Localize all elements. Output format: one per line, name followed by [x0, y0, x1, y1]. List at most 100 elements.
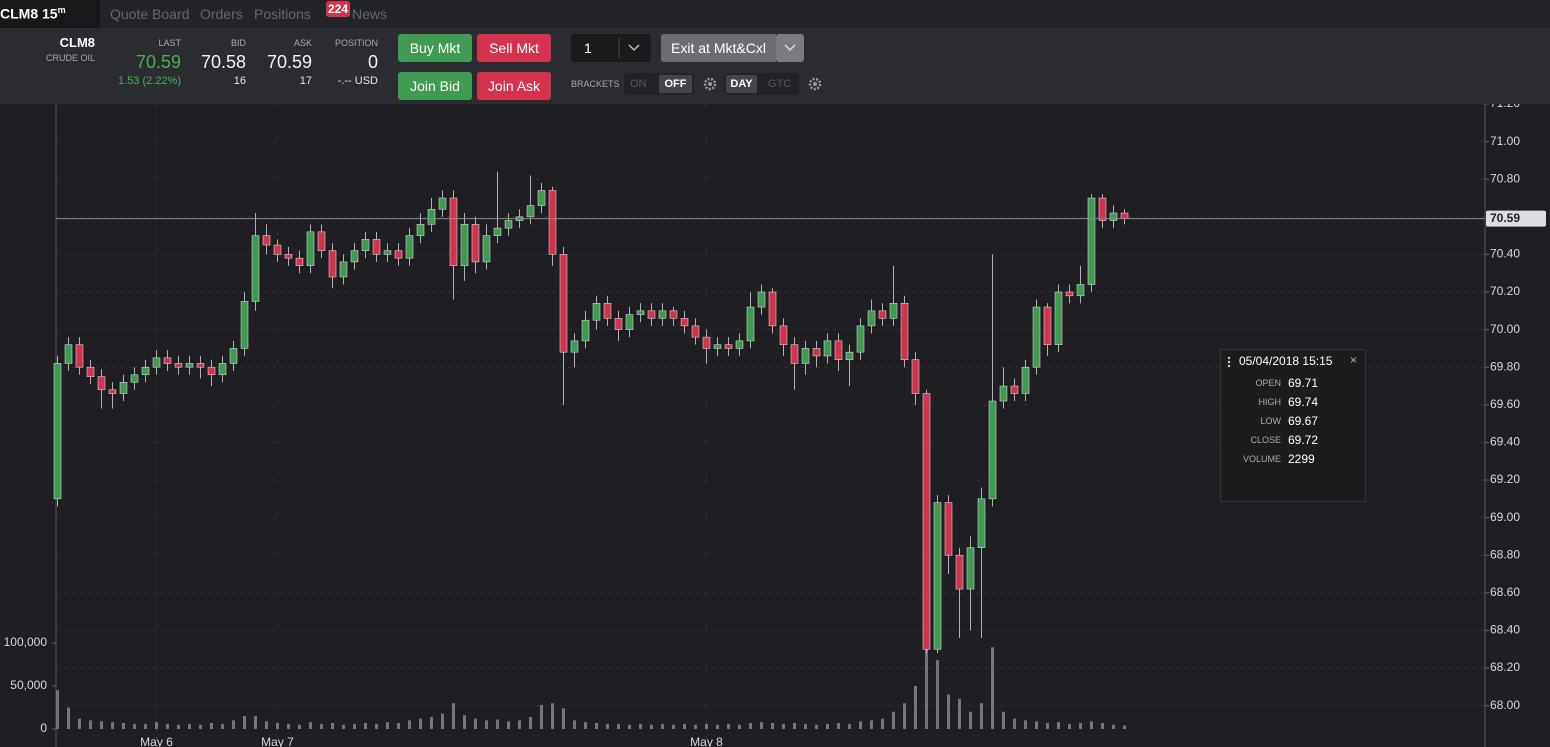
volume-bar	[133, 723, 136, 729]
chart-symbol: CLM8 15m	[0, 5, 66, 22]
candle-body	[922, 393, 931, 650]
candle-body	[823, 340, 832, 357]
candle-body	[625, 314, 634, 330]
join-bid-button[interactable]: Join Bid	[398, 72, 472, 100]
candle-body	[438, 197, 447, 210]
exit-dropdown[interactable]	[776, 34, 804, 62]
tab[interactable]: Orders	[200, 6, 243, 22]
candle-body	[570, 340, 579, 353]
toggle-off[interactable]: OFF	[659, 75, 692, 93]
field-sub: -.-- USD	[337, 75, 378, 87]
candle-body	[295, 257, 304, 266]
tooltip-menu[interactable]	[1227, 356, 1231, 368]
volume-bar	[232, 720, 235, 729]
candle-body	[955, 554, 964, 590]
volume-bar	[870, 720, 873, 729]
volume-bar	[1101, 722, 1104, 729]
candle-body	[449, 197, 458, 266]
volume-bar	[166, 723, 169, 729]
candle-body	[592, 302, 601, 321]
brackets-settings[interactable]	[703, 77, 717, 91]
volume-bar	[67, 707, 70, 729]
field-label: POSITION	[334, 38, 378, 48]
quantity-input[interactable]	[571, 34, 651, 62]
volume-bar	[353, 723, 356, 729]
y-tick-label: 69.40	[1490, 435, 1520, 449]
volume-bar	[144, 723, 147, 729]
toggle-on[interactable]: ON	[630, 78, 647, 90]
volume-bar	[386, 722, 389, 729]
y-tick-label: 69.80	[1490, 359, 1520, 373]
volume-bar	[243, 716, 246, 729]
volume-bar	[738, 724, 741, 729]
tooltip-value: 69.67	[1288, 414, 1319, 428]
volume-bar	[639, 723, 642, 729]
x-tick-label: May 8	[690, 735, 723, 747]
volume-bar	[199, 724, 202, 729]
volume-bar	[749, 722, 752, 729]
tooltip-date: 05/04/2018 15:15	[1239, 354, 1333, 368]
y-tick-label: 71.20	[1490, 104, 1520, 110]
candle-body	[999, 385, 1008, 402]
volume-bar	[672, 724, 675, 729]
candle-body	[163, 357, 172, 364]
tif-day[interactable]: DAY	[726, 75, 757, 93]
join-ask-button[interactable]: Join Ask	[477, 72, 551, 100]
candle-body	[1043, 306, 1052, 345]
volume-bar	[991, 647, 994, 729]
sell-button[interactable]: Sell Mkt	[477, 34, 551, 62]
candle-body	[427, 208, 436, 225]
volume-bar	[606, 723, 609, 729]
x-tick-label: May 6	[140, 735, 173, 747]
tif-settings[interactable]	[808, 77, 822, 91]
candle-body	[152, 357, 161, 368]
top-bar	[0, 0, 1550, 28]
candle-body	[273, 244, 282, 255]
candle-body	[185, 363, 194, 368]
candle-body	[108, 389, 117, 394]
candle-body	[1120, 212, 1129, 219]
tif-gtc[interactable]: GTC	[768, 78, 792, 90]
candle-body	[284, 254, 293, 259]
last-price-box	[1486, 210, 1546, 227]
candle-body	[218, 363, 227, 376]
candle-body	[1076, 284, 1085, 297]
candle-body	[1054, 291, 1063, 345]
volume-bar	[980, 703, 983, 729]
candle-body	[911, 359, 920, 394]
candle-body	[867, 310, 876, 327]
volume-bar	[463, 715, 466, 729]
volume-bar	[419, 718, 422, 729]
volume-tick-label: 100,000	[4, 635, 48, 649]
volume-bar	[56, 690, 59, 729]
candle-body	[669, 310, 678, 319]
candle-body	[878, 310, 887, 319]
volume-bar	[1057, 722, 1060, 729]
candle-body	[680, 318, 689, 327]
candle-body	[834, 340, 843, 360]
buy-button[interactable]: Buy Mkt	[398, 34, 472, 62]
candle-body	[317, 231, 326, 251]
candle-body	[460, 224, 469, 266]
volume-bar	[1046, 722, 1049, 729]
candle-body	[361, 239, 370, 251]
volume-bar	[276, 722, 279, 729]
candle-body	[548, 190, 557, 255]
candle-body	[262, 235, 271, 246]
candle-body	[757, 291, 766, 308]
volume-bar	[111, 722, 114, 729]
tab[interactable]: Quote Board	[110, 6, 190, 22]
tab[interactable]: Positions	[254, 6, 311, 22]
exit-button[interactable]: Exit at Mkt&Cxl	[661, 34, 776, 62]
tooltip-close[interactable]: ×	[1350, 353, 1358, 367]
tab[interactable]: News	[352, 6, 388, 22]
candle-body	[856, 325, 865, 353]
tooltip: 05/04/2018 15:15 × OPEN 69.71 HIGH 69.74 LOW…	[1220, 349, 1366, 502]
candle-body	[603, 302, 612, 319]
field-value: 70.59	[266, 52, 312, 72]
volume-bar	[771, 722, 774, 729]
candle-body	[405, 235, 414, 259]
candle-body	[141, 366, 150, 376]
quantity-dropdown[interactable]	[618, 34, 651, 62]
volume-bar	[837, 722, 840, 729]
